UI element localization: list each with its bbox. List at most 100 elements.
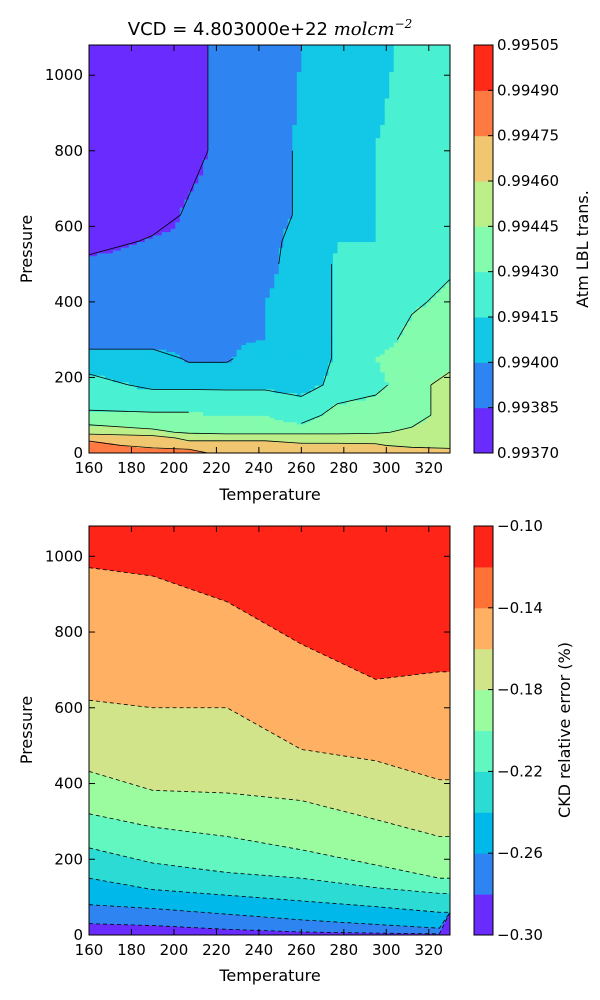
top-contour-cell: [269, 445, 275, 447]
top-contour-cell: [398, 381, 404, 386]
top-contour-cell: [407, 449, 413, 451]
top-contour-cell: [175, 351, 181, 355]
top-contour-cell: [265, 450, 271, 452]
top-contour-cell: [323, 264, 330, 270]
top-contour-cell: [157, 330, 163, 336]
top-contour-cell: [96, 450, 106, 452]
top-contour-cell: [351, 325, 358, 331]
top-contour-cell: [375, 415, 381, 418]
top-contour-cell: [430, 396, 437, 401]
top-contour-cell: [269, 346, 275, 350]
top-contour-cell: [175, 283, 181, 289]
top-contour-cell: [337, 415, 343, 418]
top-contour-cell: [430, 434, 437, 436]
top-contour-cell: [305, 334, 311, 341]
top-contour-cell: [265, 419, 271, 423]
top-contour-cell: [207, 320, 214, 327]
top-contour-cell: [393, 375, 399, 379]
top-contour-cell: [323, 444, 330, 447]
top-contour-cell: [426, 356, 432, 360]
top-contour-cell: [440, 444, 446, 447]
top-contour-cell: [89, 407, 98, 413]
top-contour-cell: [120, 436, 130, 438]
top-contour-cell: [310, 396, 316, 401]
top-contour-cell: [104, 449, 114, 451]
top-contour-cell: [265, 371, 271, 376]
top-contour-cell: [250, 342, 257, 345]
top-contour-cell: [128, 450, 138, 452]
top-contour-cell: [161, 450, 167, 452]
top-contour-cell: [287, 434, 293, 436]
top-contour-cell: [342, 448, 348, 450]
top-contour-cell: [310, 421, 316, 425]
top-contour-cell: [198, 437, 204, 439]
top-contour-cell: [278, 356, 284, 360]
top-contour-cell: [310, 381, 316, 386]
top-contour-cell: [292, 385, 298, 390]
top-contour-cell: [283, 342, 289, 345]
top-contour-cell: [328, 311, 334, 317]
top-contour-cell: [296, 446, 302, 448]
top-contour-cell: [227, 430, 233, 433]
top-contour-cell: [435, 353, 442, 357]
top-contour-cell: [166, 433, 172, 435]
top-contour-cell: [421, 306, 427, 312]
top-contour-cell: [347, 421, 353, 425]
top-contour-cell: [426, 365, 432, 370]
top-contour-cell: [188, 445, 195, 447]
top-contour-cell: [361, 330, 367, 336]
top-contour-cell: [380, 378, 386, 383]
top-contour-cell: [407, 392, 413, 397]
top-contour-cell: [314, 353, 321, 357]
top-contour-cell: [398, 378, 404, 383]
top-contour-cell: [157, 433, 163, 435]
top-contour-cell: [274, 342, 280, 345]
top-contour-cell: [370, 440, 377, 443]
top-contour-cell: [305, 451, 311, 453]
top-contour-cell: [179, 297, 185, 303]
top-contour-cell: [319, 450, 325, 452]
top-contour-cell: [236, 349, 242, 353]
top-contour-cell: [170, 434, 176, 436]
top-contour-cell: [301, 311, 307, 317]
top-contour-cell: [255, 433, 262, 435]
top-contour-cell: [265, 435, 271, 438]
top-contour-cell: [296, 311, 302, 317]
top-contour-cell: [314, 433, 321, 435]
top-contour-cell: [188, 434, 195, 436]
top-contour-cell: [241, 316, 247, 322]
top-contour-cell: [287, 443, 293, 446]
top-contour-cell: [193, 385, 199, 390]
top-contour-cell: [188, 419, 195, 423]
top-contour-cell: [430, 432, 437, 435]
top-contour-cell: [407, 361, 413, 366]
top-contour-cell: [430, 436, 437, 438]
top-contour-cell: [207, 342, 214, 345]
top-contour-cell: [96, 430, 106, 433]
top-contour-cell: [319, 375, 325, 379]
top-contour-cell: [283, 353, 289, 357]
top-contour-cell: [366, 320, 372, 327]
top-contour-cell: [193, 436, 199, 438]
top-contour-cell: [128, 433, 138, 435]
top-contour-cell: [375, 430, 381, 433]
top-contour-cell: [292, 430, 298, 433]
top-contour-cell: [393, 450, 399, 452]
top-contour-cell: [269, 320, 275, 327]
top-contour-cell: [292, 446, 298, 448]
top-contour-cell: [161, 445, 167, 447]
top-contour-cell: [421, 451, 427, 453]
top-contour-cell: [161, 432, 167, 434]
top-contour-cell: [356, 375, 362, 379]
top-contour-cell: [274, 419, 280, 423]
top-contour-cell: [265, 351, 271, 355]
top-contour-cell: [231, 353, 238, 357]
top-contour-cell: [287, 436, 293, 438]
top-contour-cell: [342, 433, 348, 435]
top-contour-cell: [188, 361, 195, 366]
top-contour-cell: [231, 411, 238, 416]
top-contour-cell: [193, 421, 199, 425]
top-contour-cell: [287, 403, 293, 409]
top-contour-cell: [430, 330, 437, 336]
top-contour-cell: [332, 396, 339, 401]
